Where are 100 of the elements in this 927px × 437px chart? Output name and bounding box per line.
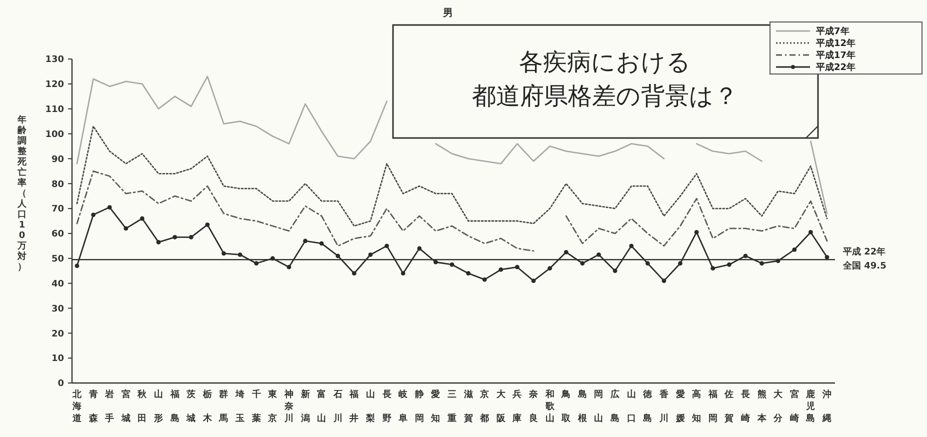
text: 年齢調整死亡率（人口10万対） — [18, 115, 26, 272]
point — [808, 230, 813, 234]
category-label: 奈良 — [529, 390, 538, 424]
point — [629, 244, 634, 248]
point — [91, 212, 96, 217]
point — [417, 246, 422, 251]
point — [222, 251, 226, 256]
category-label: 沖縄 — [822, 390, 832, 424]
category-label: 山梨 — [366, 390, 375, 424]
legend-label: 平成22年 — [815, 62, 856, 74]
point — [694, 230, 699, 234]
legend-label: 平成12年 — [815, 38, 856, 50]
point — [188, 235, 194, 240]
y-tick-label: 20 — [51, 329, 64, 340]
point — [531, 278, 536, 284]
point — [384, 244, 389, 248]
y-tick-label: 130 — [45, 55, 64, 66]
category-label: 岡山 — [594, 390, 604, 424]
category-label: 徳島 — [643, 390, 652, 424]
point — [319, 241, 324, 246]
point — [564, 250, 568, 254]
point — [286, 264, 292, 270]
point — [548, 266, 552, 271]
category-label: 熊本 — [757, 390, 766, 424]
point — [107, 205, 112, 210]
point — [776, 258, 780, 264]
category-label: 宮崎 — [790, 390, 799, 424]
point — [156, 240, 161, 244]
y-tick-label: 50 — [51, 254, 64, 265]
x-tick-label: 北海道 — [72, 389, 82, 424]
point — [303, 238, 308, 244]
point — [498, 267, 504, 272]
annotation: 各疾病における — [519, 48, 691, 76]
category-label: 香川 — [659, 390, 668, 424]
point — [743, 254, 748, 258]
category-label: 三重 — [448, 390, 456, 424]
category-label: 福島 — [170, 390, 180, 424]
ref-line-label: 全国 49.5 — [842, 260, 886, 272]
category-label: 大阪 — [496, 390, 506, 424]
point — [580, 261, 585, 266]
y-tick-label: 80 — [51, 180, 64, 190]
point — [645, 261, 650, 266]
y-tick-label: 70 — [51, 204, 64, 215]
point — [336, 254, 340, 258]
point — [612, 268, 618, 274]
point — [124, 226, 128, 231]
category-label: 長野 — [382, 390, 392, 424]
point — [824, 254, 830, 260]
y-tick-label: 60 — [51, 230, 64, 240]
y-tick-label: 10 — [51, 354, 64, 364]
point — [238, 252, 242, 257]
point — [726, 262, 732, 267]
category-label: 島根 — [578, 390, 587, 424]
category-label: 埼玉 — [236, 390, 245, 424]
point — [662, 278, 666, 284]
point — [205, 222, 210, 227]
category-label: 秋田 — [138, 390, 147, 424]
annotation: 都道府県格差の背景は？ — [472, 82, 738, 110]
x-tick-label: 和歌山 — [544, 389, 556, 424]
category-label: 東京 — [268, 390, 278, 424]
category-label: 栃木 — [202, 390, 212, 424]
category-label: 愛知 — [431, 390, 440, 424]
category-label: 岩手 — [105, 390, 114, 424]
point — [433, 260, 438, 264]
point — [254, 261, 259, 266]
y-tick-label: 30 — [51, 304, 64, 314]
category-label: 滋賀 — [464, 390, 473, 424]
x-tick-label: 鹿児島 — [805, 389, 816, 424]
point — [140, 216, 144, 221]
text: 平成 22年 — [842, 246, 886, 258]
category-label: 宮城 — [121, 390, 130, 424]
category-label: 富山 — [317, 390, 326, 424]
category-label: 福岡 — [708, 390, 718, 424]
category-label: 山口 — [626, 390, 636, 424]
y-tick-label: 100 — [45, 130, 64, 140]
category-label: 大分 — [774, 390, 783, 424]
category-label: 群馬 — [219, 390, 228, 424]
point — [792, 247, 797, 252]
category-label: 佐賀 — [724, 390, 734, 424]
y-tick-label: 90 — [51, 154, 64, 165]
point — [400, 271, 406, 276]
point — [270, 256, 275, 261]
point — [466, 271, 471, 276]
category-label: 鳥取 — [562, 390, 571, 424]
point — [172, 235, 178, 240]
category-label: 岐阜 — [398, 390, 408, 424]
point — [710, 266, 716, 271]
category-label: 石川 — [333, 390, 342, 424]
category-label: 青森 — [88, 390, 98, 424]
y-tick-label: 110 — [45, 104, 64, 115]
y-tick-label: 120 — [45, 80, 64, 90]
point — [678, 261, 682, 266]
category-label: 兵庫 — [512, 390, 522, 424]
category-label: 高知 — [692, 390, 702, 424]
line-series — [76, 126, 828, 227]
category-label: 千葉 — [252, 390, 261, 424]
category-label: 山形 — [154, 390, 164, 424]
category-label: 京都 — [480, 390, 490, 424]
category-label: 愛媛 — [676, 390, 685, 424]
point — [482, 277, 487, 282]
